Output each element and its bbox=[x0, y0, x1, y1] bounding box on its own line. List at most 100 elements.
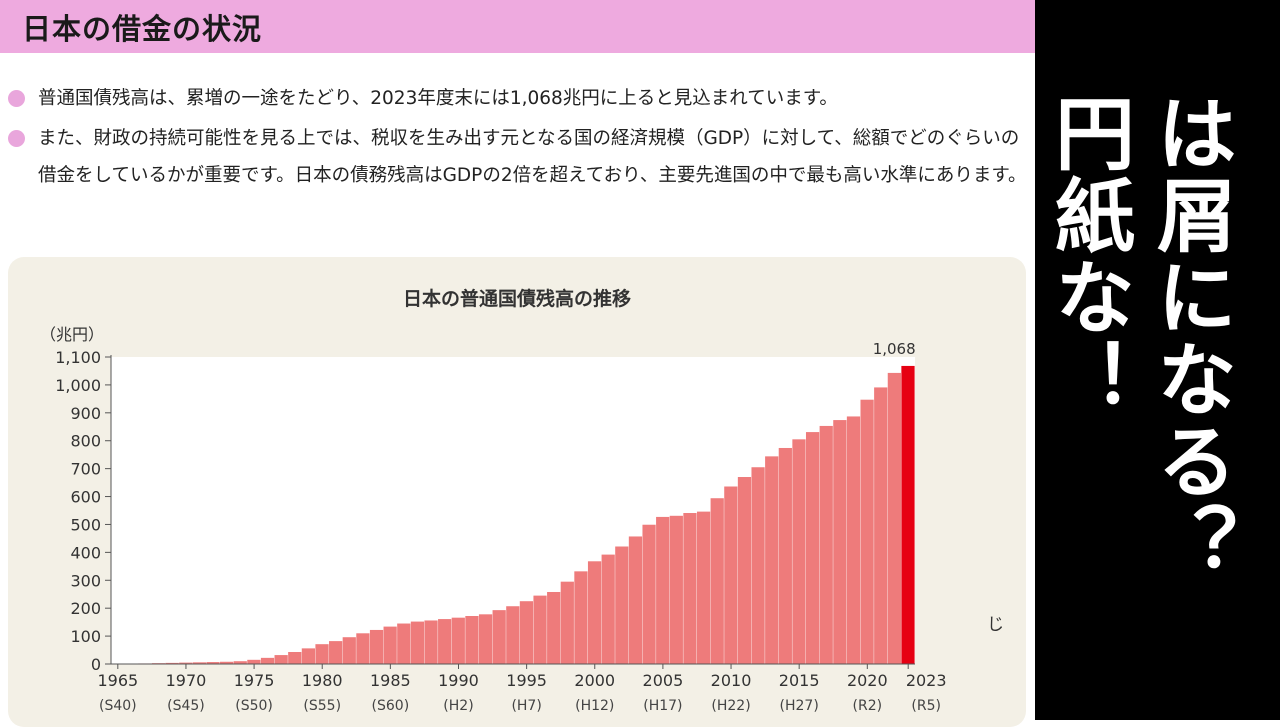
x-tick-era-label: (R2) bbox=[853, 698, 883, 714]
bar bbox=[547, 592, 560, 664]
y-axis-unit-label: （兆円） bbox=[40, 325, 104, 344]
chart-title: 日本の普通国債残高の推移 bbox=[403, 287, 631, 310]
bar bbox=[642, 525, 655, 664]
bar bbox=[588, 561, 601, 664]
x-tick-era-label: (S60) bbox=[372, 698, 410, 714]
bar bbox=[792, 439, 805, 664]
y-tick-label: 700 bbox=[70, 460, 101, 479]
y-tick-label: 1,100 bbox=[55, 348, 101, 367]
x-tick-era-label: (S40) bbox=[99, 698, 137, 714]
bar bbox=[370, 630, 383, 664]
x-tick-label: 1985 bbox=[370, 671, 411, 690]
bar bbox=[833, 420, 846, 664]
stray-character: じ bbox=[987, 610, 1004, 635]
bullet-item: 普通国債残高は、累増の一途をたどり、2023年度末には1,068兆円に上ると見込… bbox=[8, 80, 1028, 117]
y-tick-label: 200 bbox=[70, 599, 101, 618]
bullet-text: 普通国債残高は、累増の一途をたどり、2023年度末には1,068兆円に上ると見込… bbox=[38, 88, 838, 109]
x-tick-label: 2023 bbox=[906, 671, 947, 690]
bar bbox=[820, 426, 833, 664]
x-tick-era-label: (S45) bbox=[167, 698, 205, 714]
x-tick-era-label: (S55) bbox=[303, 698, 341, 714]
page-title: 日本の借金の状況 bbox=[22, 6, 262, 48]
x-tick-label: 2015 bbox=[779, 671, 820, 690]
y-tick-label: 500 bbox=[70, 515, 101, 534]
bar bbox=[411, 622, 424, 664]
bar bbox=[779, 448, 792, 664]
bar bbox=[493, 610, 506, 664]
bar bbox=[751, 467, 764, 664]
bar bbox=[561, 582, 574, 664]
x-tick-era-label: (H17) bbox=[643, 698, 682, 714]
bar bbox=[465, 616, 478, 664]
x-tick-label: 1990 bbox=[438, 671, 479, 690]
bar bbox=[847, 416, 860, 664]
bar bbox=[343, 637, 356, 664]
x-tick-era-label: (S50) bbox=[235, 698, 273, 714]
bar bbox=[506, 606, 519, 664]
bar bbox=[302, 648, 315, 664]
bar bbox=[765, 456, 778, 664]
bullet-dot-icon bbox=[8, 130, 25, 147]
overlay-text-column-2: 円紙な！ bbox=[1048, 92, 1128, 420]
bar bbox=[288, 652, 301, 664]
x-tick-era-label: (R5) bbox=[911, 698, 941, 714]
bar bbox=[247, 660, 260, 664]
bar bbox=[315, 644, 328, 664]
y-tick-label: 1,000 bbox=[55, 376, 101, 395]
bar bbox=[683, 513, 696, 664]
debt-chart: 日本の普通国債残高の推移（兆円）1,0680100200300400500600… bbox=[8, 257, 1026, 720]
bar bbox=[520, 601, 533, 664]
x-tick-label: 1975 bbox=[234, 671, 275, 690]
bar bbox=[860, 400, 873, 664]
x-tick-era-label: (H7) bbox=[511, 698, 541, 714]
bar bbox=[424, 620, 437, 664]
bar-value-label: 1,068 bbox=[873, 340, 916, 358]
overlay-text-column-1: は屑になる？ bbox=[1150, 92, 1230, 584]
bullet-text: また、財政の持続可能性を見る上では、税収を生み出す元となる国の経済規模（GDP）… bbox=[38, 128, 1027, 186]
bar bbox=[602, 555, 615, 664]
bar bbox=[738, 477, 751, 664]
x-tick-label: 2010 bbox=[711, 671, 752, 690]
bullet-list: 普通国債残高は、累増の一途をたどり、2023年度末には1,068兆円に上ると見込… bbox=[8, 80, 1028, 194]
bar bbox=[724, 487, 737, 665]
bar-highlight bbox=[901, 366, 914, 664]
bar bbox=[574, 571, 587, 664]
bar bbox=[275, 655, 288, 664]
bar bbox=[874, 387, 887, 664]
x-tick-label: 1980 bbox=[302, 671, 343, 690]
bar bbox=[656, 517, 669, 664]
bar bbox=[629, 536, 642, 664]
bar bbox=[452, 618, 465, 664]
bar bbox=[615, 547, 628, 665]
bar bbox=[261, 658, 274, 664]
bar bbox=[806, 432, 819, 664]
bar bbox=[329, 641, 342, 664]
bullet-dot-icon bbox=[8, 90, 25, 107]
x-tick-label: 1965 bbox=[97, 671, 138, 690]
x-tick-label: 1970 bbox=[166, 671, 207, 690]
x-tick-label: 2005 bbox=[643, 671, 684, 690]
x-tick-era-label: (H12) bbox=[575, 698, 614, 714]
y-tick-label: 600 bbox=[70, 488, 101, 507]
bar bbox=[438, 619, 451, 664]
bar bbox=[697, 512, 710, 664]
y-tick-label: 100 bbox=[70, 627, 101, 646]
y-tick-label: 800 bbox=[70, 432, 101, 451]
bar bbox=[711, 498, 724, 664]
y-tick-label: 900 bbox=[70, 404, 101, 423]
y-tick-label: 300 bbox=[70, 571, 101, 590]
bar bbox=[888, 373, 901, 664]
bar bbox=[670, 516, 683, 664]
y-tick-label: 400 bbox=[70, 543, 101, 562]
bullet-item: また、財政の持続可能性を見る上では、税収を生み出す元となる国の経済規模（GDP）… bbox=[8, 120, 1028, 194]
bar bbox=[356, 633, 369, 664]
x-tick-label: 2020 bbox=[847, 671, 888, 690]
bar bbox=[384, 627, 397, 664]
bar bbox=[479, 614, 492, 664]
x-tick-era-label: (H22) bbox=[711, 698, 750, 714]
bar bbox=[397, 624, 410, 664]
x-tick-era-label: (H2) bbox=[443, 698, 473, 714]
x-tick-label: 2000 bbox=[574, 671, 615, 690]
bar bbox=[533, 596, 546, 664]
